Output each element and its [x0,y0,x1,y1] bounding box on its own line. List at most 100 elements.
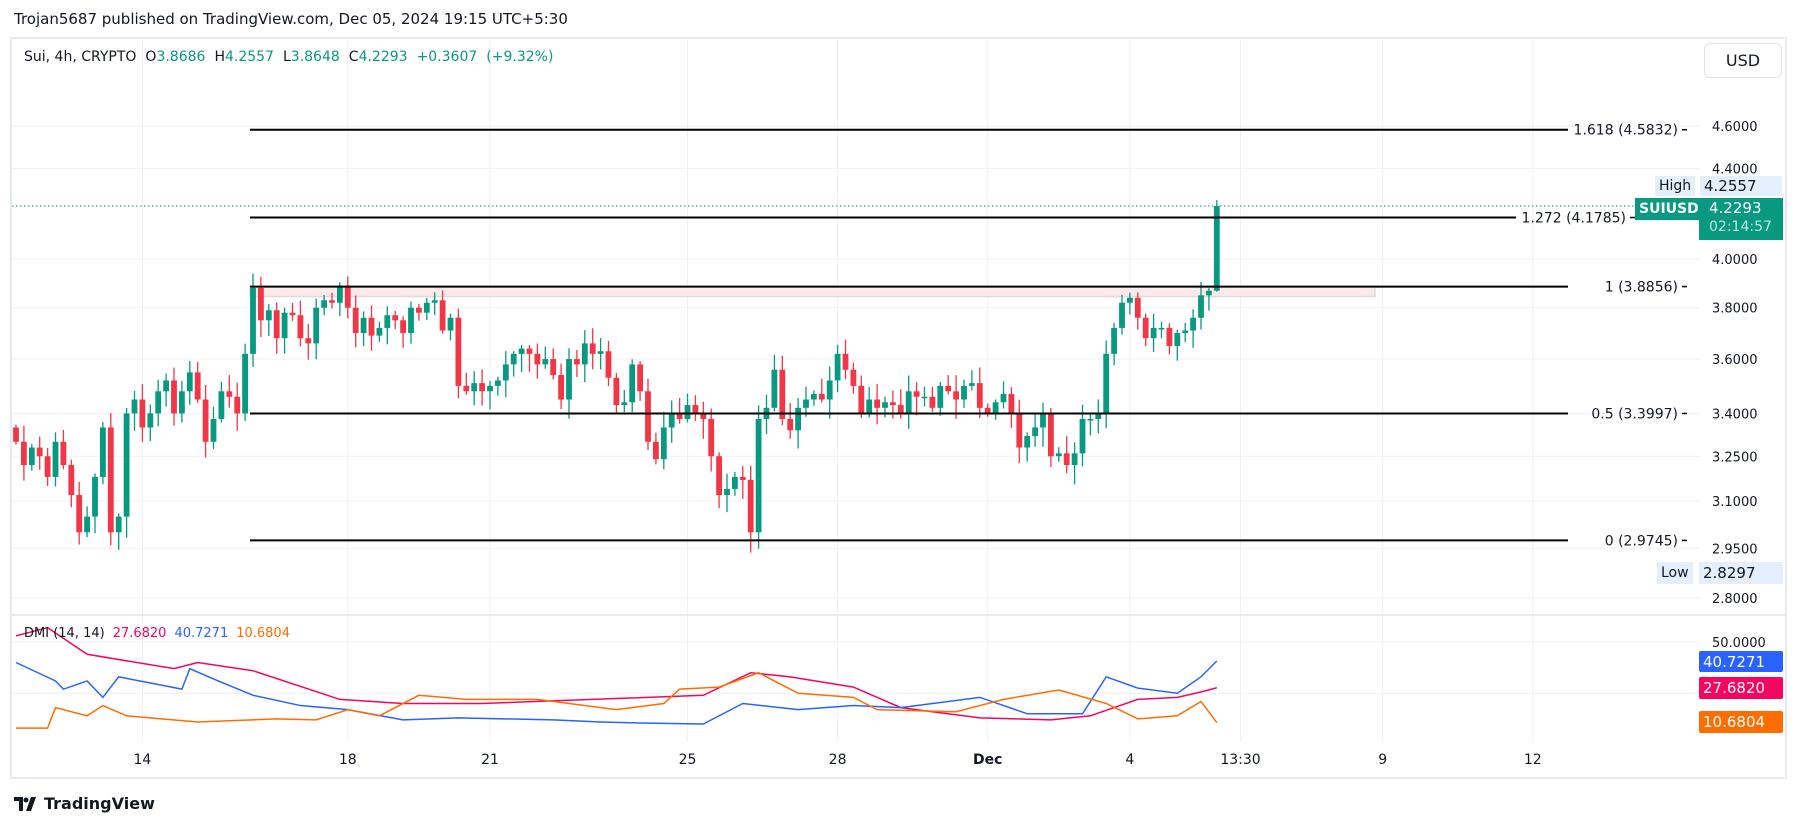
candle [1048,408,1054,467]
plus-di-value: 40.7271 [174,626,229,641]
time-tick-label: 9 [1378,752,1388,768]
candle-body [882,402,888,408]
candle [1134,292,1141,330]
candle [147,404,154,442]
candle-body [589,343,596,354]
candle-body [818,394,825,400]
candle-body [1142,317,1149,339]
candle [945,375,952,395]
candle-body [653,441,659,460]
candle [558,363,564,409]
price-tick-label: 4.0000 [1712,253,1758,268]
candle [653,432,659,465]
candle-body [684,405,691,419]
candle-body [787,418,794,431]
candle [115,513,122,550]
candle [1055,447,1062,462]
candle [281,307,288,354]
candle [92,473,98,534]
candle [747,465,754,553]
candle [502,351,509,398]
candle-body [937,385,944,408]
candle-body [131,399,138,414]
candle-body [834,353,841,381]
high-label: H [214,49,225,65]
candle-body [526,348,533,354]
candle-body [376,327,383,336]
candle-body [321,300,327,308]
candle-body [747,479,754,533]
plus-di-line [15,660,1218,725]
candle [779,355,786,426]
candle [597,338,604,370]
candle [660,411,667,470]
candle-body [660,427,667,460]
tradingview-logo[interactable]: TradingView [14,794,155,813]
candle-body [976,383,983,408]
candle-body [28,447,35,466]
candle [550,348,557,380]
candle [1079,404,1086,467]
candle-body [574,359,580,365]
candle [439,290,446,334]
candle-body [550,359,557,376]
change-percent: (+9.32%) [486,49,554,65]
candle-body [1206,290,1212,296]
candle-body [1166,327,1173,346]
symbol-name[interactable]: Sui, 4h, CRYPTO [24,49,137,65]
candle-body [1111,327,1117,354]
candle [416,303,422,321]
candle [313,298,320,360]
candle [179,381,185,423]
candle-body [953,391,959,400]
candle-body [929,396,936,408]
candle-body [487,385,493,392]
candle [463,372,470,395]
candle-body [1055,453,1062,457]
candle [637,361,643,401]
minus-di-line [16,671,1218,729]
candle [961,379,967,408]
candle [613,372,620,413]
price-tick-label: 4.4000 [1712,162,1758,177]
price-tick-label: 3.2500 [1712,450,1758,465]
candle-body [100,427,106,477]
candle [905,375,912,429]
fib-level-label: 0.5 (3.3997) [1591,406,1678,422]
candle [1063,436,1070,474]
candle [929,386,936,412]
candle [1182,322,1189,343]
candle-body [1071,453,1078,466]
dmi-title[interactable]: DMI (14, 14) [24,626,105,641]
candle [21,425,27,481]
candle [1000,381,1007,409]
candle-body [463,385,470,392]
candle [352,295,359,348]
tradingview-logo-icon [14,796,36,811]
candle-body [558,375,564,400]
candle-body [289,312,296,316]
candle [1040,402,1046,447]
candle [68,459,75,508]
candle-body [155,391,162,414]
candle-body [1087,418,1094,421]
candle-body [826,380,833,400]
currency-button[interactable]: USD [1704,43,1782,78]
time-tick-label: 28 [828,752,847,768]
candle-body [692,405,699,414]
candle [242,343,248,421]
candle-body [1103,353,1110,414]
candle [763,394,770,435]
candle-body [716,456,722,496]
candle [305,323,312,360]
candle [321,294,327,316]
candle [858,375,865,419]
low-tag-label: Low [1657,562,1693,584]
candle [337,282,343,316]
candle-body [945,385,952,392]
candle [732,471,738,496]
candle [344,276,351,319]
candle-body [897,405,904,414]
candle-body [803,399,809,408]
